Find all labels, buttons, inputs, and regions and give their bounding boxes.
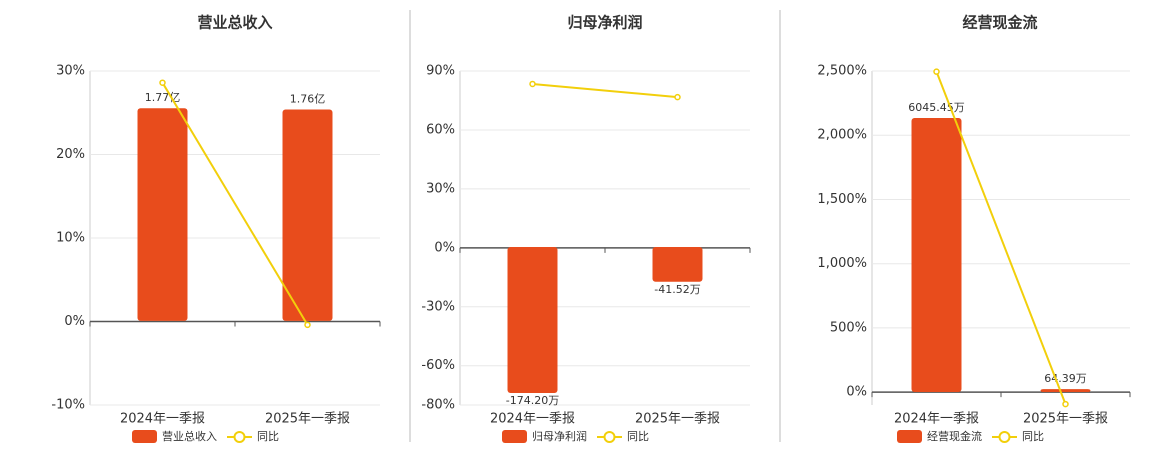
line [532,82,678,99]
point [674,93,681,101]
y-tick-label: 90% [426,64,455,79]
point [529,80,536,88]
y-tick-label: 60% [426,122,455,137]
value-label: 1.76亿 [290,92,326,105]
bar [137,108,188,321]
point [159,79,166,86]
value-label: 64.39万 [1044,372,1087,385]
value-label: -41.52万 [654,283,700,296]
legend-point [998,431,1011,443]
y-tick-label: 1,000% [817,256,867,271]
x-tick-label: 2024年一季报 [120,412,205,427]
value-label: 6045.45万 [908,101,965,114]
y-tick-label: 30% [56,64,85,79]
point [304,321,311,329]
bar [282,109,333,321]
legend-point [603,431,616,443]
bar [507,247,558,394]
bar [911,117,962,392]
x-tick-label: 2025年一季报 [1023,412,1108,427]
y-tick-label: 10% [56,231,85,246]
line [161,82,309,326]
x-tick-label: 2025年一季报 [265,412,350,427]
y-tick-label: -10% [51,398,85,413]
y-tick-label: 0% [434,240,455,255]
legend-label: 经营现金流 [927,429,982,443]
y-tick-label: 2,000% [817,128,867,143]
legend-label: 同比 [1022,430,1044,443]
point [933,68,940,75]
y-tick-label: 1,500% [817,192,867,207]
bar [652,247,703,282]
y-tick-label: 0% [846,385,867,400]
y-tick-label: -30% [421,299,455,314]
point [1062,400,1069,408]
y-tick-label: 2,500% [817,64,867,79]
value-label: -174.20万 [506,394,559,407]
chart-title: 经营现金流 [962,14,1037,32]
value-label: 1.77亿 [145,91,181,104]
y-tick-label: 30% [426,181,455,196]
legend-label: 归母净利润 [532,429,587,443]
legend-point [233,431,246,443]
y-tick-label: -80% [421,398,455,413]
legend-swatch [502,430,527,443]
legend-swatch [132,430,157,443]
y-tick-label: 500% [830,320,867,335]
legend-label: 同比 [627,430,649,443]
y-tick-label: 0% [64,314,85,329]
x-tick-label: 2024年一季报 [490,412,575,427]
chart-title: 归母净利润 [567,14,642,32]
x-tick-label: 2024年一季报 [894,412,979,427]
legend-label: 营业总收入 [162,429,217,443]
legend-swatch [897,430,922,443]
x-tick-label: 2025年一季报 [635,412,720,427]
legend-label: 同比 [257,430,279,443]
y-tick-label: 20% [56,147,85,162]
bar [1040,389,1091,392]
line [935,71,1067,405]
y-tick-label: -60% [421,358,455,373]
chart-title: 营业总收入 [197,14,272,32]
